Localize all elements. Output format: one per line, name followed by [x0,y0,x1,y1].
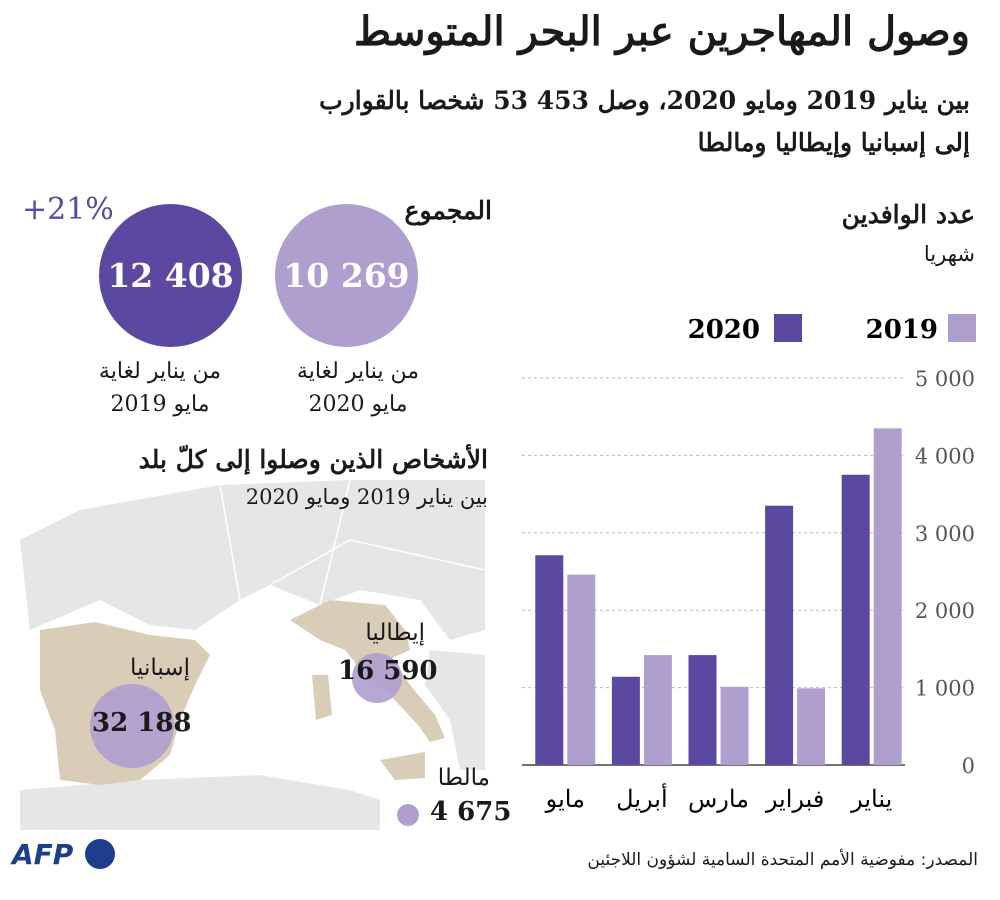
y-tick-label: 1 000 [915,677,975,701]
x-category-label: يناير [850,785,892,813]
map-borders [219,480,486,606]
map-figure [20,480,486,830]
spain-bubble [90,684,174,768]
bar-2019 [720,686,749,765]
legend-swatch-2019 [948,314,976,342]
bar-2020 [841,474,870,765]
total-2020-circle: 12 408 [99,204,242,347]
legend-label-2020: 2020 [688,315,760,345]
total-2020-caption: من يناير لغاية مايو 2019 [50,355,270,421]
border-line [219,484,241,601]
italy-value: 16 590 [338,656,438,686]
bar-2019 [643,655,672,765]
x-category-label: مايو [545,785,585,813]
caption-line: من يناير لغاية [98,359,222,384]
total-2020-value: 12 408 [107,256,234,295]
tick-layer: 5 000 4 000 3 000 2 000 1 000 0 [915,367,975,778]
caption-line: من يناير لغاية [296,359,420,384]
caption-line: مايو 2019 [110,392,210,417]
bar-2019 [797,688,826,765]
spain-label: إسبانيا [130,655,190,681]
y-tick-label: 5 000 [915,367,975,391]
bar-chart: 2020 2019 5 000 4 000 3 000 2 000 1 000 0 ينا… [522,314,976,813]
subtitle-line-2: إلى إسبانيا وإيطاليا ومالطا [697,128,970,157]
bar-2020 [765,505,794,765]
bar-2019 [567,574,596,765]
x-category-label: مارس [688,785,749,813]
afp-dot-icon [85,839,116,869]
malta-value: 4 675 [430,797,512,827]
y-tick-label: 0 [962,754,975,778]
chart-title: عدد الوافدين [841,200,975,229]
map-other-land-africa [20,775,380,830]
legend-swatch-2020 [774,314,802,342]
bar-2020 [611,676,640,765]
totals-heading: المجموع [404,196,492,225]
malta-label: مالطا [437,765,490,791]
map-sardinia-land [312,675,332,720]
map-other-land-balkans [425,650,485,770]
page-title: وصول المهاجرين عبر البحر المتوسط [353,8,970,55]
malta-bubble [397,804,419,826]
y-tick-label: 4 000 [915,444,975,468]
y-tick-label: 2 000 [915,599,975,623]
source-note: المصدر: مفوضية الأمم المتحدة السامية لشؤ… [587,850,978,870]
subtitle-line-1: بين يناير 2019 ومايو 2020، وصل 453 53 شخ… [319,86,970,115]
border-line [269,539,486,586]
chart-subtitle: شهريا [923,242,975,266]
x-category-label: فبراير [765,785,825,813]
change-percent: +21% [22,192,114,227]
y-tick-label: 3 000 [915,522,975,546]
bar-2020 [535,555,564,765]
border-line [319,480,351,606]
spain-value: 32 188 [92,708,192,738]
bar-2019 [873,428,902,765]
map-sicily-land [380,752,425,780]
map-other-land [20,480,485,640]
afp-logo-text: AFP [12,838,74,871]
italy-label: إيطاليا [365,620,425,646]
legend-label-2019: 2019 [866,315,938,345]
x-category-label: أبريل [616,782,667,813]
page-subtitle: بين يناير 2019 ومايو 2020، وصل 453 53 شخ… [30,80,970,164]
map-heading: الأشخاص الذين وصلوا إلى كلّ بلد [138,445,488,474]
italy-bubble [352,653,402,703]
afp-logo: AFP [12,838,116,871]
caption-line: مايو 2020 [308,392,408,417]
bar-2020 [688,655,717,765]
total-2019-caption: من يناير لغاية مايو 2020 [248,355,468,421]
total-2019-circle: 10 269 [275,204,418,347]
category-layer: يناير فبراير مارس أبريل مايو [545,782,893,813]
bar-layer [535,428,902,765]
total-2019-value: 10 269 [283,256,410,295]
map-subheading: بين يناير 2019 ومايو 2020 [245,485,488,509]
